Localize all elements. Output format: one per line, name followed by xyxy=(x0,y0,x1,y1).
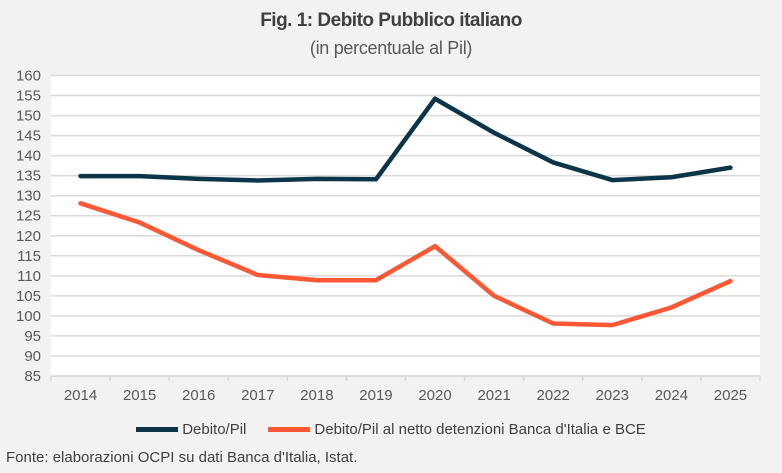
y-tick-label: 160 xyxy=(16,68,41,85)
y-tick-label: 155 xyxy=(16,88,41,105)
legend-label: Debito/Pil al netto detenzioni Banca d'I… xyxy=(314,421,646,438)
legend-swatch xyxy=(136,427,179,432)
legend-label: Debito/Pil xyxy=(182,421,247,438)
y-tick-label: 120 xyxy=(16,228,41,245)
y-tick-label: 100 xyxy=(16,308,41,325)
x-tick-label: 2017 xyxy=(241,387,274,404)
legend-swatch xyxy=(268,427,311,432)
y-tick-label: 140 xyxy=(16,148,41,165)
x-tick-label: 2023 xyxy=(596,387,629,404)
y-tick-label: 95 xyxy=(24,328,41,345)
series-line-1 xyxy=(78,201,733,328)
y-tick-label: 85 xyxy=(24,368,41,385)
plot-area xyxy=(51,75,760,376)
y-tick-label: 90 xyxy=(24,348,41,365)
source-note: Fonte: elaborazioni OCPI su dati Banca d… xyxy=(6,449,358,466)
x-tick-label: 2019 xyxy=(359,387,392,404)
legend: Debito/Pil Debito/Pil al netto detenzion… xyxy=(0,421,782,438)
series-line-0 xyxy=(78,96,733,183)
x-tick-label: 2025 xyxy=(714,387,747,404)
x-tick-label: 2015 xyxy=(123,387,156,404)
y-tick-label: 135 xyxy=(16,168,41,185)
x-tick-label: 2020 xyxy=(418,387,451,404)
x-tick-label: 2016 xyxy=(182,387,215,404)
y-tick-label: 115 xyxy=(17,248,41,265)
y-tick-label: 150 xyxy=(16,108,41,125)
legend-item-debito-netto: Debito/Pil al netto detenzioni Banca d'I… xyxy=(268,421,646,438)
x-tick-label: 2021 xyxy=(477,387,510,404)
chart-title: Fig. 1: Debito Pubblico italiano xyxy=(260,10,522,31)
x-tick-label: 2022 xyxy=(537,387,570,404)
y-tick-label: 125 xyxy=(16,208,41,225)
x-tick-label: 2018 xyxy=(300,387,333,404)
y-tick-label: 105 xyxy=(16,288,41,305)
y-tick-label: 130 xyxy=(16,188,41,205)
x-tick-label: 2024 xyxy=(655,387,688,404)
y-tick-label: 110 xyxy=(17,268,41,285)
chart-subtitle: (in percentuale al Pil) xyxy=(309,38,473,58)
y-tick-label: 145 xyxy=(16,128,41,145)
legend-item-debito-pil: Debito/Pil xyxy=(136,421,246,438)
x-tick-label: 2014 xyxy=(64,387,97,404)
